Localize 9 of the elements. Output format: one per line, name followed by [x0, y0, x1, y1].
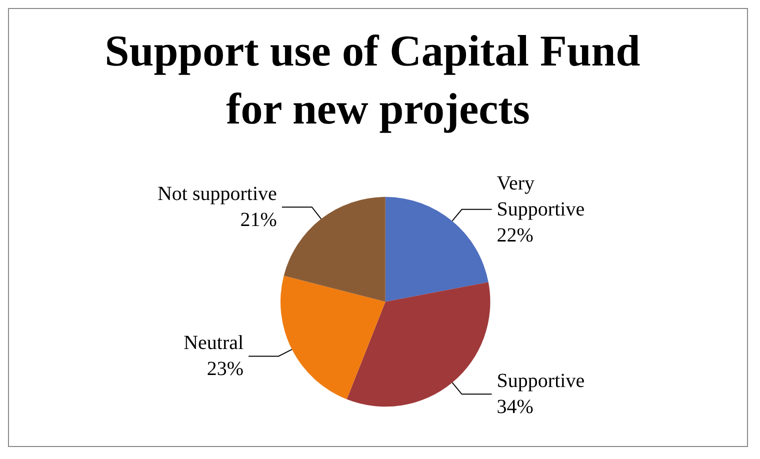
slice-label: Supportive	[496, 370, 585, 392]
data-label: 21%	[240, 209, 277, 232]
data-label: 23%	[206, 358, 244, 380]
slice-label: Neutral	[184, 332, 244, 354]
chart-title: Support use of Capital Fund for new projects	[104, 26, 652, 134]
slice-label: Not supportive	[157, 183, 278, 206]
data-label: 34%	[496, 396, 534, 418]
slice-label: Very Supportive	[496, 172, 585, 220]
data-label: 22%	[496, 224, 534, 246]
